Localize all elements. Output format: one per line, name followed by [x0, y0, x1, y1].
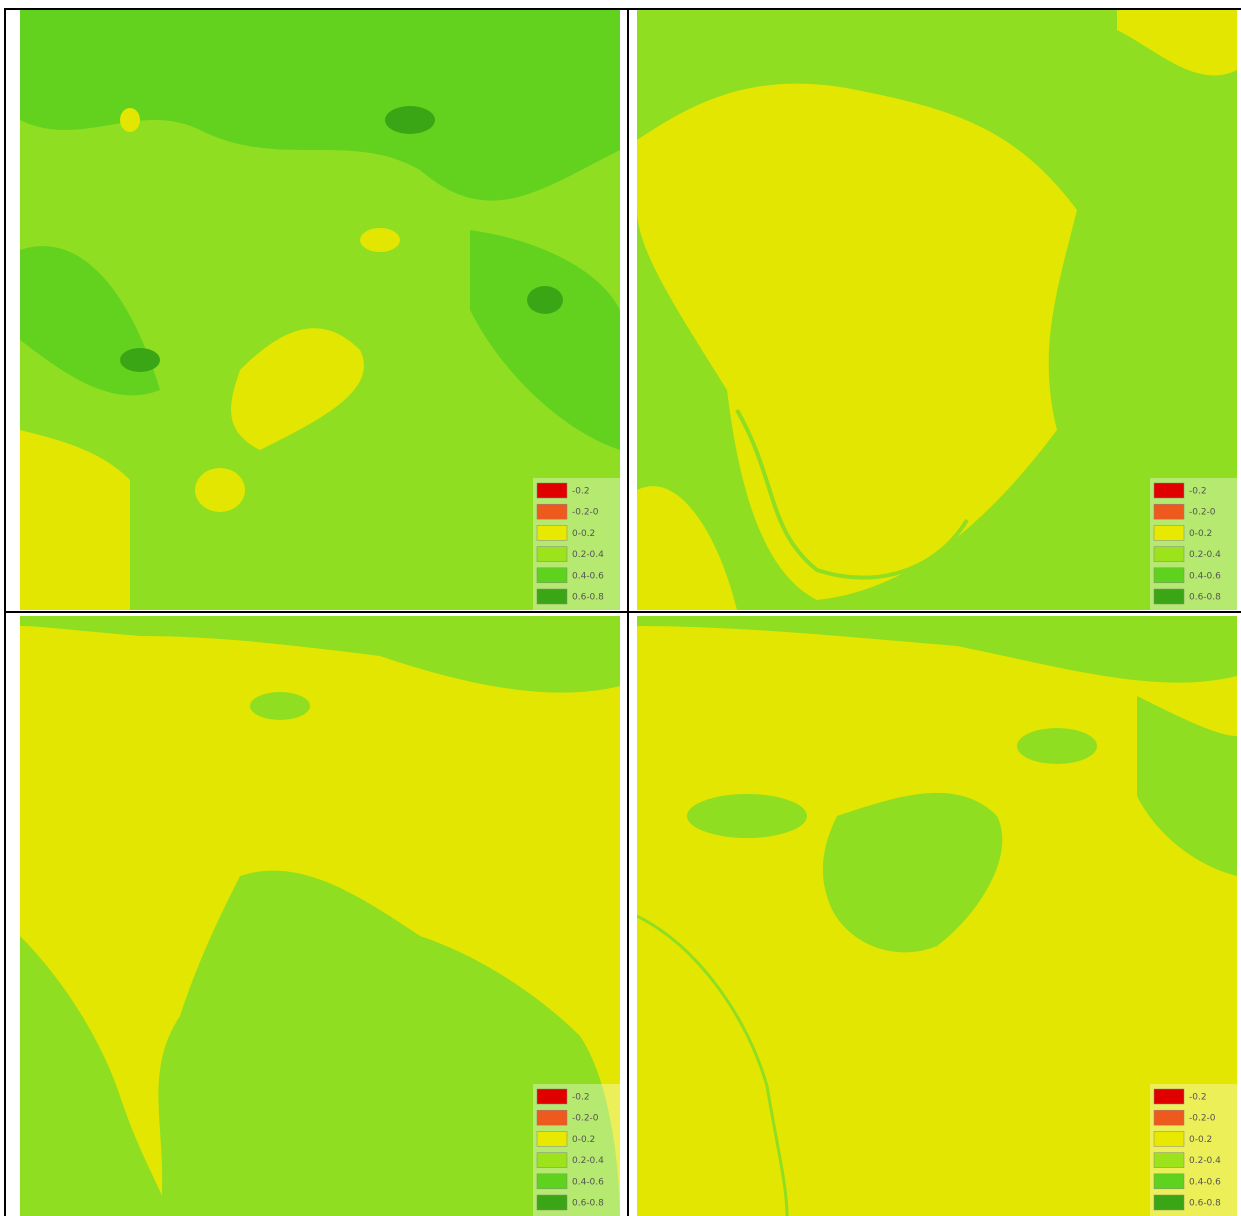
map: -0.2 -0.2-0 0-0.2 0.2-0.4 0.4-0.6 0.6-0.8	[637, 10, 1237, 610]
legend-swatch	[537, 1174, 567, 1189]
legend-label: -0.2-0	[1189, 1114, 1216, 1124]
map: -0.2 -0.2-0 0-0.2 0.2-0.4 0.4-0.6 0.6-0.8	[20, 616, 620, 1216]
legend-swatch	[537, 1131, 567, 1146]
legend-label: 0.4-0.6	[572, 571, 604, 581]
legend-label: 0.4-0.6	[1189, 571, 1221, 581]
legend-swatch	[1154, 1131, 1184, 1146]
legend-swatch	[537, 1089, 567, 1104]
legend-swatch	[537, 589, 567, 604]
legend-swatch	[1154, 1089, 1184, 1104]
legend-label: -0.2-0	[1189, 508, 1216, 518]
legend-swatch	[1154, 1153, 1184, 1168]
map-panel: -0.2 -0.2-0 0-0.2 0.2-0.4 0.4-0.6 0.6-0.8	[20, 10, 620, 610]
legend-label: -0.2-0	[572, 508, 599, 518]
legend-swatch	[537, 568, 567, 583]
legend-swatch	[1154, 1174, 1184, 1189]
legend-swatch	[1154, 589, 1184, 604]
map-panel: -0.2 -0.2-0 0-0.2 0.2-0.4 0.4-0.6 0.6-0.8	[637, 616, 1237, 1216]
legend-label: 0.2-0.4	[572, 1156, 604, 1166]
legend-swatch	[1154, 504, 1184, 519]
legend-label: -0.2	[572, 1093, 590, 1103]
legend-label: 0.2-0.4	[1189, 1156, 1221, 1166]
legend-label: 0-0.2	[572, 529, 595, 539]
legend-swatch	[537, 1195, 567, 1210]
figure: -0.2 -0.2-0 0-0.2 0.2-0.4 0.4-0.6 0.6-0.8 -0.…	[0, 0, 1241, 1216]
legend-swatch	[537, 1153, 567, 1168]
legend-label: 0.6-0.8	[572, 1199, 604, 1209]
legend-swatch	[537, 1110, 567, 1125]
legend-label: 0.2-0.4	[1189, 550, 1221, 560]
border	[4, 611, 1241, 613]
legend-label: 0.4-0.6	[1189, 1177, 1221, 1187]
legend-swatch	[1154, 1195, 1184, 1210]
legend-swatch	[1154, 547, 1184, 562]
legend-label: 0-0.2	[1189, 529, 1212, 539]
map-panel: -0.2 -0.2-0 0-0.2 0.2-0.4 0.4-0.6 0.6-0.8	[637, 10, 1237, 610]
legend-swatch	[1154, 568, 1184, 583]
legend-swatch	[537, 525, 567, 540]
legend-label: 0.2-0.4	[572, 550, 604, 560]
legend-label: -0.2	[1189, 487, 1207, 497]
legend-label: 0.6-0.8	[572, 593, 604, 603]
legend-swatch	[1154, 483, 1184, 498]
legend-label: 0.6-0.8	[1189, 1199, 1221, 1209]
legend-swatch	[1154, 1110, 1184, 1125]
legend-swatch	[1154, 525, 1184, 540]
map-panel: -0.2 -0.2-0 0-0.2 0.2-0.4 0.4-0.6 0.6-0.8	[20, 616, 620, 1216]
legend-label: -0.2	[1189, 1093, 1207, 1103]
map: -0.2 -0.2-0 0-0.2 0.2-0.4 0.4-0.6 0.6-0.8	[637, 616, 1237, 1216]
legend-label: -0.2	[572, 487, 590, 497]
legend-label: 0-0.2	[572, 1135, 595, 1145]
legend-swatch	[537, 547, 567, 562]
legend-swatch	[537, 483, 567, 498]
legend-label: -0.2-0	[572, 1114, 599, 1124]
legend-label: 0-0.2	[1189, 1135, 1212, 1145]
legend-label: 0.4-0.6	[572, 1177, 604, 1187]
legend-label: 0.6-0.8	[1189, 593, 1221, 603]
map: -0.2 -0.2-0 0-0.2 0.2-0.4 0.4-0.6 0.6-0.8	[20, 10, 620, 610]
legend-swatch	[537, 504, 567, 519]
